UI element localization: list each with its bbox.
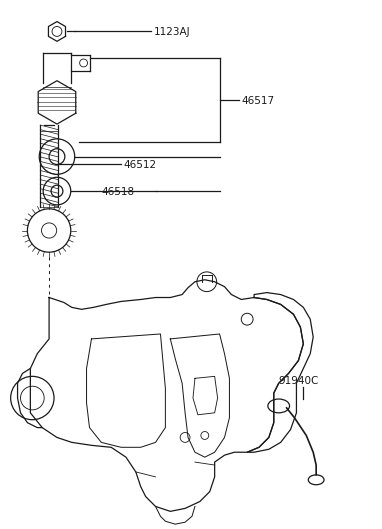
Text: 46517: 46517 bbox=[241, 96, 274, 106]
Text: 1123AJ: 1123AJ bbox=[154, 28, 190, 38]
Text: 91940C: 91940C bbox=[279, 376, 319, 386]
Text: 46512: 46512 bbox=[123, 160, 156, 170]
Text: 46518: 46518 bbox=[101, 187, 134, 197]
